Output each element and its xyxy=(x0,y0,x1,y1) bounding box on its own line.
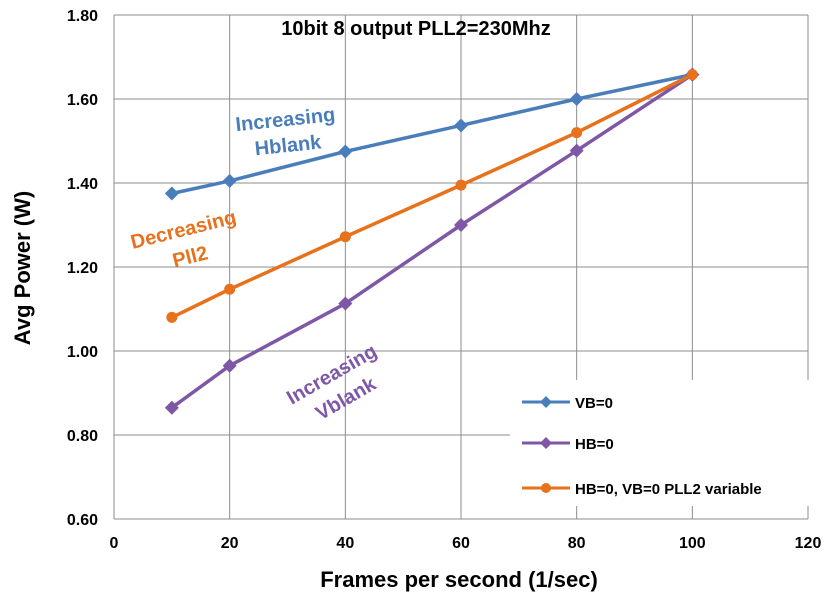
data-point xyxy=(454,218,468,232)
x-tick-label: 60 xyxy=(452,535,470,552)
data-point xyxy=(222,173,237,188)
data-point xyxy=(455,179,467,191)
series-line xyxy=(171,72,693,196)
legend-item-vb0: VB=0 xyxy=(522,395,613,412)
annotation-increasing-hblank: Increasing Hblank xyxy=(234,104,336,160)
data-point xyxy=(569,92,584,106)
data-point xyxy=(164,186,179,201)
y-tick-label: 1.80 xyxy=(67,8,98,25)
legend-marker-diamond xyxy=(540,396,552,408)
data-point xyxy=(222,358,237,373)
y-tick-label: 0.80 xyxy=(67,428,98,445)
data-point xyxy=(571,127,583,139)
annotation-increasing-vblank: Increasing Vblank xyxy=(283,340,381,425)
x-tick-labels: 0 20 40 60 80 100 120 xyxy=(110,535,822,552)
data-point xyxy=(338,144,353,159)
x-tick-label: 0 xyxy=(110,535,119,552)
legend-label: HB=0 xyxy=(575,436,614,453)
y-tick-label: 1.40 xyxy=(67,176,98,193)
data-point xyxy=(224,283,236,295)
x-axis-title: Frames per second (1/sec) xyxy=(320,567,598,592)
y-tick-label: 1.20 xyxy=(67,260,98,277)
legend-marker-diamond xyxy=(540,437,552,449)
data-point xyxy=(166,311,178,323)
y-axis-title: Avg Power (W) xyxy=(10,191,35,345)
x-tick-label: 20 xyxy=(221,535,239,552)
legend: VB=0 HB=0 HB=0, VB=0 PLL2 variable xyxy=(510,380,810,506)
legend-label: HB=0, VB=0 PLL2 variable xyxy=(575,481,762,498)
data-point xyxy=(454,118,468,133)
x-tick-label: 100 xyxy=(679,535,706,552)
y-tick-label: 1.60 xyxy=(67,92,98,109)
series-line xyxy=(171,73,694,319)
legend-marker-circle xyxy=(541,483,551,493)
series-line xyxy=(170,73,694,410)
legend-item-pll2-variable: HB=0, VB=0 PLL2 variable xyxy=(522,481,762,498)
x-tick-label: 40 xyxy=(336,535,354,552)
series-layer xyxy=(164,67,700,415)
x-tick-label: 120 xyxy=(795,535,822,552)
data-point xyxy=(686,69,698,81)
legend-item-hb0: HB=0 xyxy=(522,436,614,453)
x-tick-label: 80 xyxy=(568,535,586,552)
chart-title: 10bit 8 output PLL2=230Mhz xyxy=(281,18,550,40)
y-tick-labels: 0.60 0.80 1.00 1.20 1.40 1.60 1.80 xyxy=(67,8,98,529)
data-point xyxy=(164,400,179,415)
data-point xyxy=(338,296,353,311)
data-point xyxy=(569,143,584,158)
y-tick-label: 1.00 xyxy=(67,344,98,361)
data-point xyxy=(339,231,351,243)
y-tick-label: 0.60 xyxy=(67,512,98,529)
legend-label: VB=0 xyxy=(575,395,613,412)
